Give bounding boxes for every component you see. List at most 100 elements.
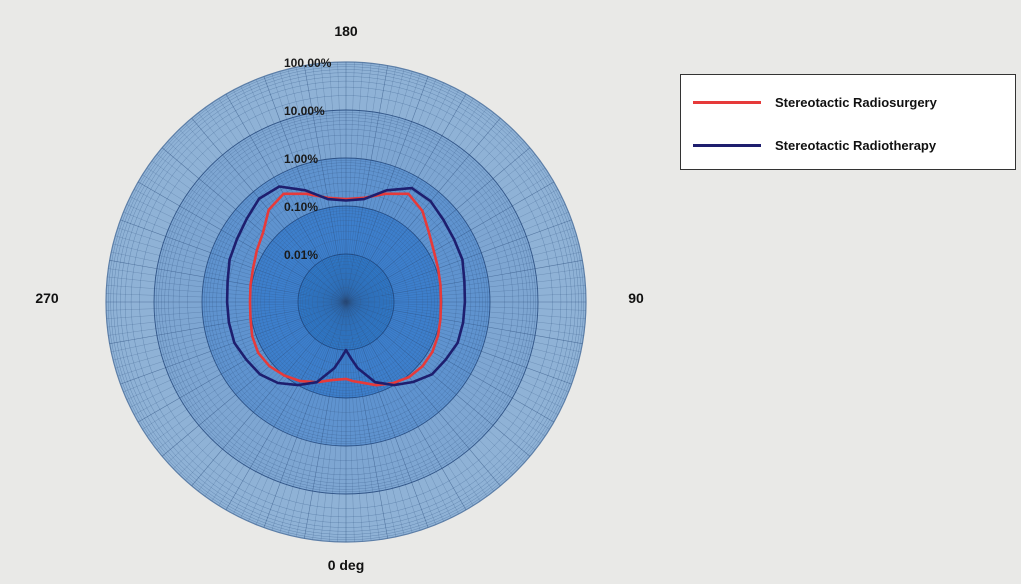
grid-spoke	[263, 301, 347, 528]
grid-spoke	[345, 301, 577, 369]
grid-spoke	[151, 301, 347, 444]
grid-spoke	[167, 301, 347, 463]
angle-label-bottom: 0 deg	[328, 557, 365, 573]
grid-spoke	[345, 227, 575, 303]
grid-spoke	[345, 154, 536, 303]
grid-spoke	[345, 301, 429, 528]
grid-spoke	[185, 301, 347, 481]
grid-spoke	[345, 123, 507, 303]
grid-spoke	[240, 301, 347, 518]
grid-spoke	[320, 63, 347, 303]
grid-spoke	[211, 301, 347, 502]
grid-spoke	[233, 90, 347, 303]
grid-spoke	[345, 301, 562, 408]
grid-spoke	[345, 301, 531, 457]
grid-spoke	[345, 98, 474, 303]
grid-spoke	[345, 67, 397, 303]
grid-spoke	[345, 301, 519, 469]
grid-spoke	[204, 301, 347, 497]
grid-spoke	[345, 301, 585, 328]
grid-spoke	[345, 219, 572, 303]
grid-spoke	[225, 94, 347, 303]
series-layer	[225, 185, 467, 387]
grid-spoke	[218, 301, 347, 506]
grid-spoke	[345, 301, 558, 415]
grid-spoke	[142, 174, 347, 303]
grid-spoke	[185, 123, 347, 303]
grid-spoke	[345, 301, 554, 423]
grid-spoke	[113, 301, 347, 361]
grid-spoke	[345, 73, 421, 303]
grid-spoke	[167, 141, 347, 303]
grid-spoke	[345, 301, 372, 541]
legend-item-radiotherapy: Stereotactic Radiotherapy	[693, 135, 936, 155]
grid-spoke	[146, 167, 347, 303]
grid-spoke	[345, 301, 481, 502]
radial-tick-labels: 0.01% 0.10% 1.00% 10.00% 100.00%	[284, 56, 332, 262]
grid-spoke	[345, 301, 525, 463]
grid-spoke	[179, 301, 347, 475]
grid-spoke	[295, 67, 347, 303]
grid-spoke	[312, 64, 347, 303]
grid-spoke	[345, 301, 513, 475]
grid-spoke	[146, 301, 347, 437]
grid-spoke	[271, 73, 347, 303]
grid-spoke	[345, 301, 569, 393]
series-line-1	[225, 185, 467, 387]
grid-spoke	[345, 196, 562, 303]
grid-spoke	[204, 107, 347, 303]
grid-spoke	[173, 301, 347, 469]
grid-spoke	[117, 227, 347, 303]
grid-spoke	[345, 301, 405, 535]
grid-spoke	[345, 301, 494, 492]
grid-spoke	[345, 102, 481, 303]
angle-label-right: 90	[628, 290, 644, 306]
grid-spoke	[345, 301, 566, 400]
grid-spoke	[255, 301, 347, 525]
grid-spoke	[345, 62, 363, 303]
grid-spoke	[345, 63, 372, 303]
angle-label-left: 270	[35, 290, 59, 306]
grid-spoke	[271, 301, 347, 531]
grid-spoke	[345, 135, 519, 303]
grid-spoke	[117, 301, 347, 377]
grid-spoke	[248, 82, 347, 303]
grid-spoke	[191, 301, 347, 487]
grid-spoke	[345, 301, 388, 539]
grid-spoke	[312, 301, 347, 540]
grid-spoke	[345, 301, 380, 540]
grid-spoke	[134, 301, 347, 415]
legend-swatch-radiotherapy	[693, 143, 761, 147]
grid-spoke	[198, 301, 347, 492]
grid-spoke	[345, 189, 558, 303]
grid-spoke	[115, 235, 347, 303]
grid-spoke	[345, 301, 536, 450]
grid-spoke	[123, 301, 347, 393]
grid-spoke	[345, 301, 550, 430]
grid-spoke	[304, 301, 347, 539]
grid-spoke	[126, 204, 347, 303]
grid-spoke	[345, 301, 488, 497]
grid-spoke	[173, 135, 347, 303]
legend-label-radiosurgery: Stereotactic Radiosurgery	[775, 94, 937, 110]
grid-spoke	[345, 64, 380, 303]
grid-spoke	[345, 301, 467, 510]
grid-spoke	[345, 301, 474, 506]
grid-spoke	[320, 301, 347, 541]
grid-spoke	[345, 301, 584, 336]
grid-spoke	[106, 301, 347, 311]
series-line-0	[248, 192, 443, 387]
grid-spoke	[345, 301, 421, 531]
grid-spoke	[345, 301, 501, 487]
grid-spoke	[120, 219, 347, 303]
grid-spoke	[179, 129, 347, 303]
grid-spoke	[345, 301, 355, 542]
grid-spoke	[126, 301, 347, 400]
grid-spoke	[345, 301, 397, 537]
grid-spoke	[345, 129, 513, 303]
grid-spoke	[106, 301, 347, 319]
grid-spoke	[345, 174, 550, 303]
grid-spoke	[345, 301, 507, 481]
grid-spoke	[345, 301, 444, 522]
